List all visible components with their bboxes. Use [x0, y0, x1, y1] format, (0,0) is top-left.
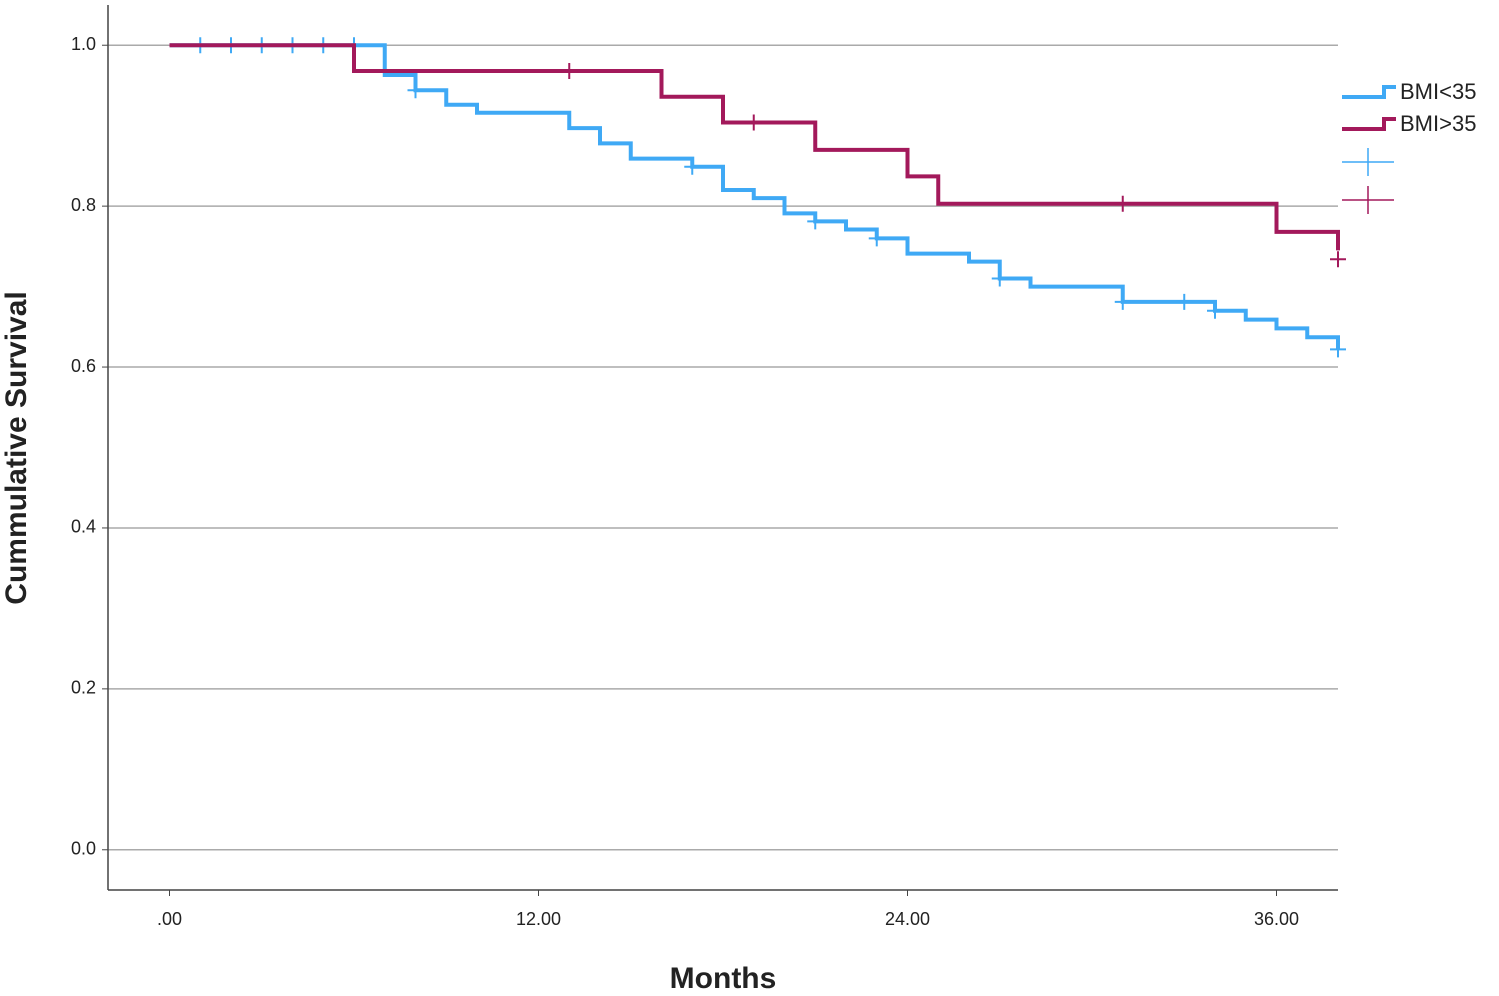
y-tick-label: 0.8 [71, 195, 96, 215]
x-tick-label: .00 [157, 909, 182, 929]
legend-swatch [1342, 85, 1396, 99]
legend-censor-swatch [1342, 148, 1394, 176]
x-tick-label: 24.00 [885, 909, 930, 929]
legend-censor-swatch [1342, 186, 1394, 214]
censor-mark [1114, 195, 1131, 212]
censor-mark [807, 213, 824, 230]
y-tick-label: 1.0 [71, 34, 96, 54]
censor-mark [1207, 302, 1223, 319]
legend-label: BMI<35 [1400, 79, 1476, 104]
legend-label: BMI>35 [1400, 111, 1476, 136]
censor-mark [1330, 251, 1346, 268]
survival-line [169, 43, 1340, 251]
y-tick-label: 0.0 [71, 839, 96, 859]
censor-mark [868, 230, 885, 247]
y-axis-title: Cummulative Survival [0, 291, 33, 604]
censor-mark [561, 62, 578, 79]
censor-mark [407, 82, 424, 99]
y-tick-label: 0.2 [71, 678, 96, 698]
survival-line [169, 43, 1340, 350]
censor-mark [1114, 293, 1131, 310]
censor-mark [991, 270, 1008, 287]
censor-mark [745, 114, 762, 131]
censor-mark [1330, 341, 1346, 358]
censor-mark [684, 158, 701, 175]
x-tick-label: 36.00 [1254, 909, 1299, 929]
x-axis-title: Months [670, 962, 777, 995]
censor-mark [1176, 293, 1193, 310]
y-tick-label: 0.6 [71, 356, 96, 376]
x-tick-label: 12.00 [516, 909, 561, 929]
y-tick-label: 0.4 [71, 517, 96, 537]
legend-swatch [1342, 117, 1396, 131]
